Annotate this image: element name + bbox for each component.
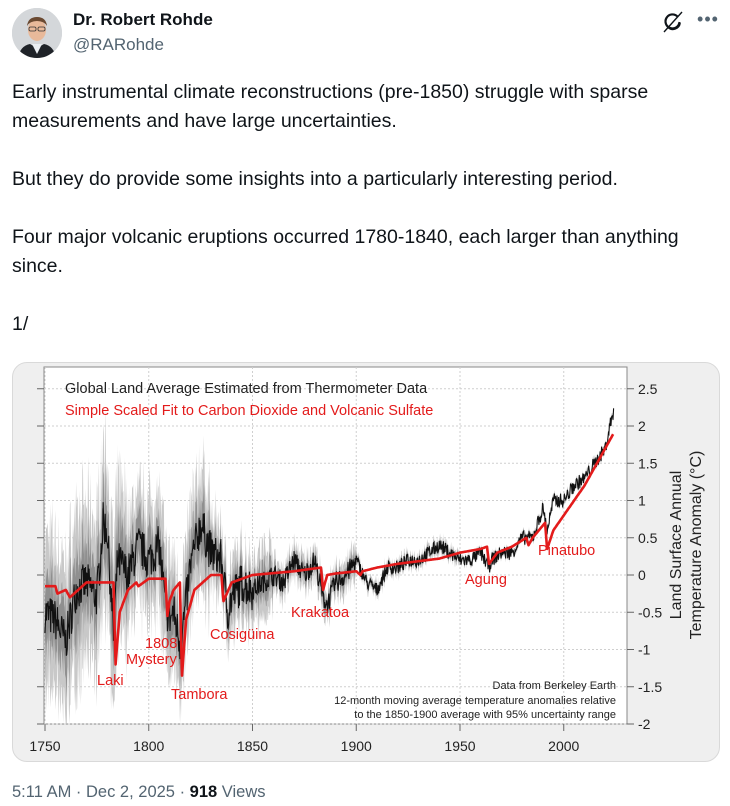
author-name[interactable]: Dr. Robert Rohde [73, 10, 213, 29]
y-axis-label: Land Surface Annual [668, 471, 685, 620]
tweet-paragraph: But they do provide some insights into a… [12, 168, 618, 190]
tweet-meta: 5:11 AM · Dec 2, 2025 · 918 Views [12, 783, 266, 802]
y-tick-label: 1.5 [638, 455, 658, 471]
y-tick-label: 2.5 [638, 381, 658, 397]
source-note: to the 1850-1900 average with 95% uncert… [354, 709, 616, 721]
annotation-laki: Laki [97, 673, 124, 689]
profile-photo-icon [12, 8, 62, 58]
x-tick-label: 1850 [237, 738, 268, 754]
uncertainty-band-inner [45, 407, 614, 699]
annotation-1808: 1808 [145, 636, 177, 652]
y-tick-label: 2 [638, 418, 646, 434]
views-count: 918 [189, 783, 218, 801]
uncertainty-band-outer [45, 405, 614, 724]
more-icon: ••• [697, 9, 719, 29]
tweet-paragraph: Early instrumental climate reconstructio… [12, 81, 649, 132]
grok-button[interactable] [661, 10, 685, 34]
y-tick-label: 0.5 [638, 530, 658, 546]
y-tick-label: -2 [638, 716, 651, 732]
views-label: Views [217, 783, 266, 801]
x-tick-label: 1950 [444, 738, 475, 754]
separator: · [71, 783, 86, 801]
separator: · [174, 783, 190, 801]
tweet-text: Early instrumental climate reconstructio… [12, 78, 712, 368]
tweet-time[interactable]: 5:11 AM [12, 783, 72, 801]
fit-line [44, 433, 615, 677]
y-tick-label: -0.5 [638, 604, 662, 620]
legend-fit: Simple Scaled Fit to Carbon Dioxide and … [65, 403, 433, 419]
y-tick-label: -1 [638, 642, 651, 658]
legend-observed: Global Land Average Estimated from Therm… [65, 381, 428, 397]
uncertainty-band [45, 405, 614, 724]
avatar[interactable] [12, 8, 62, 58]
y-tick-label: 0 [638, 567, 646, 583]
x-axis: 1750 1800 1850 1900 1950 2000 [29, 724, 580, 754]
source-note: 12-month moving average temperature anom… [334, 695, 616, 707]
tweet-paragraph: Four major volcanic eruptions occurred 1… [12, 226, 679, 277]
annotation-tambora: Tambora [171, 687, 228, 703]
source-note: Data from Berkeley Earth [493, 680, 617, 692]
y-tick-label: 1 [638, 493, 646, 509]
grok-icon [663, 11, 683, 33]
y-tick-label: -1.5 [638, 679, 662, 695]
tweet-paragraph: 1/ [12, 313, 29, 335]
x-tick-label: 1800 [133, 738, 164, 754]
x-tick-label: 1900 [341, 738, 372, 754]
annotation-pinatubo: Pinatubo [538, 543, 595, 559]
author-handle[interactable]: @RARohde [73, 35, 164, 54]
temperature-chart: 1750 1800 1850 1900 1950 2000 2.5 2 1.5 1 0.5 0 -0.… [29, 366, 705, 754]
tweet-image[interactable]: 1750 1800 1850 1900 1950 2000 2.5 2 1.5 1 0.5 0 -0.… [12, 362, 720, 762]
tweet-date[interactable]: Dec 2, 2025 [86, 783, 175, 801]
x-tick-label: 2000 [548, 738, 579, 754]
y-axis: 2.5 2 1.5 1 0.5 0 -0.5 -1 -1.5 -2 [37, 381, 662, 732]
more-button[interactable]: ••• [696, 10, 720, 34]
y-axis-label: Temperature Anomaly (°C) [688, 451, 705, 640]
annotation-mystery: Mystery [126, 652, 178, 668]
annotation-krakatoa: Krakatoa [291, 605, 350, 621]
x-tick-label: 1750 [29, 738, 60, 754]
annotation-agung: Agung [465, 572, 507, 588]
annotation-cosiguina: Cosigüina [210, 627, 275, 643]
